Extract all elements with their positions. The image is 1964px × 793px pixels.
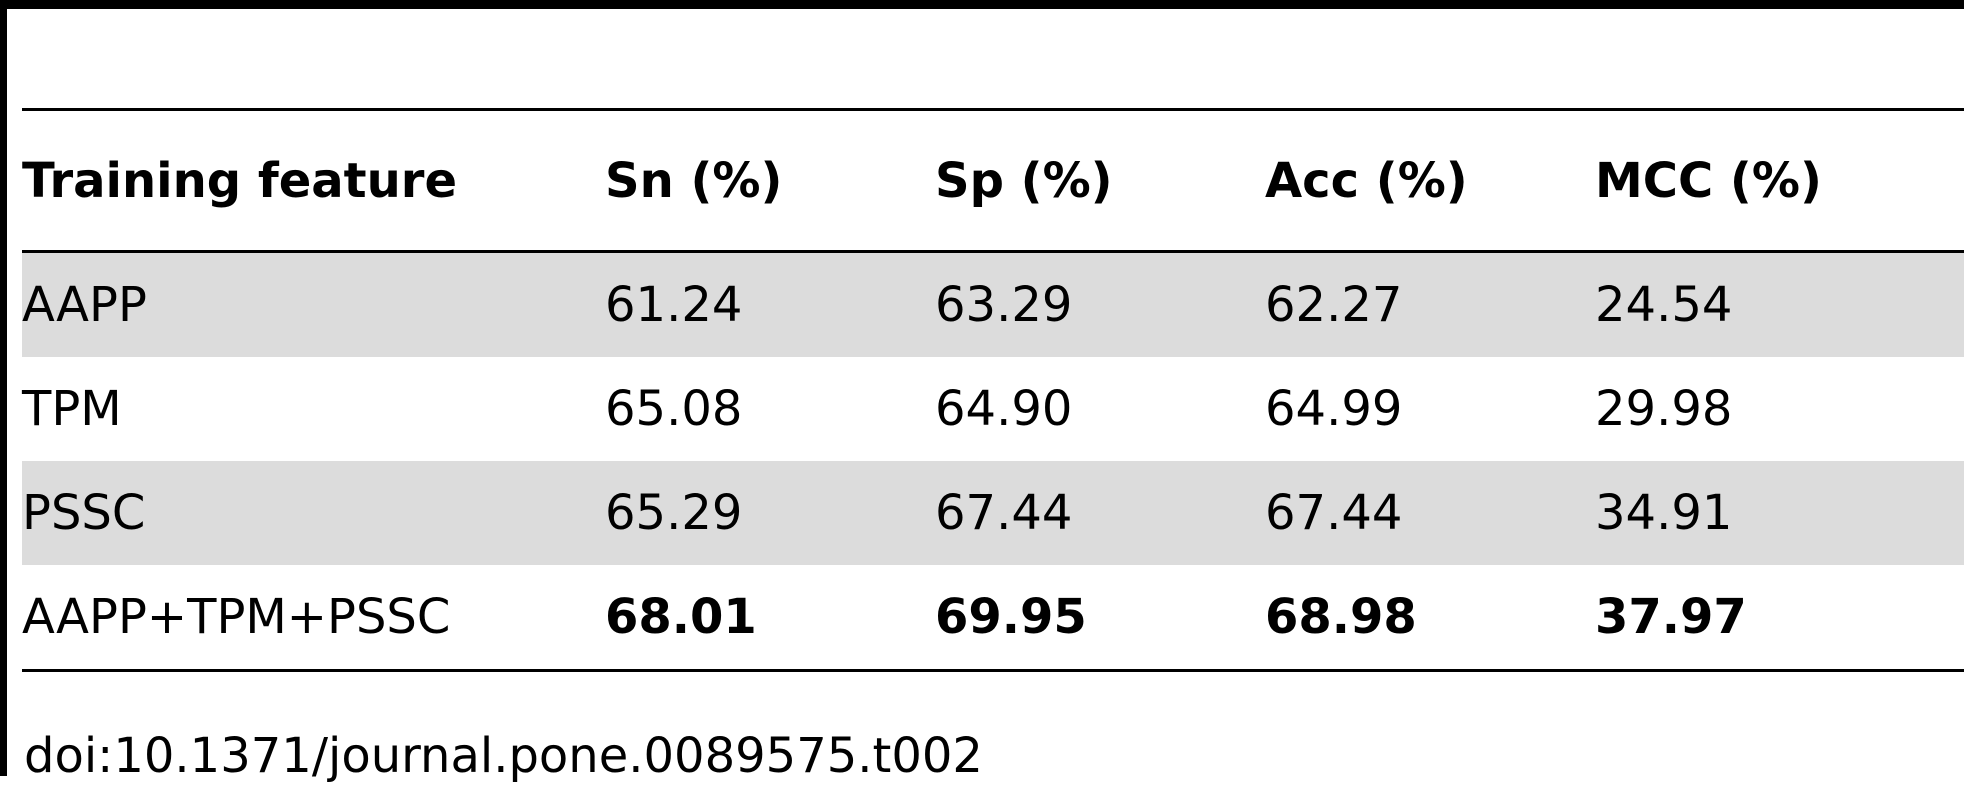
cell-acc: 62.27: [1265, 251, 1595, 357]
table-row: AAPP+TPM+PSSC 68.01 69.95 68.98 37.97: [22, 565, 1964, 671]
cell-feature: TPM: [22, 381, 122, 437]
table-row: AAPP 61.24 63.29 62.27 24.54: [22, 251, 1964, 357]
table-body: AAPP 61.24 63.29 62.27 24.54 TPM 65.08 6…: [22, 251, 1964, 671]
table-row: PSSC 65.29 67.44 67.44 34.91: [22, 461, 1964, 565]
cell-acc: 67.44: [1265, 461, 1595, 565]
cell-mcc: 24.54: [1595, 251, 1944, 357]
cell-feature: AAPP+TPM+PSSC: [22, 589, 451, 645]
results-table-container: Training feature Sn (%) Sp (%) Acc (%) M…: [22, 108, 1964, 672]
results-table: Training feature Sn (%) Sp (%) Acc (%) M…: [22, 108, 1964, 672]
header-spacer: [1944, 110, 1964, 252]
table-row: TPM 65.08 64.90 64.99 29.98: [22, 357, 1964, 461]
table-header: Training feature Sn (%) Sp (%) Acc (%) M…: [22, 109, 1964, 252]
left-border-rule: [0, 0, 7, 776]
cell-mcc: 37.97: [1595, 589, 1747, 645]
doi-link[interactable]: doi:10.1371/journal.pone.0089575.t002: [24, 728, 983, 784]
cell-mcc: 29.98: [1595, 381, 1733, 437]
cell-mcc: 34.91: [1595, 461, 1944, 565]
cell-spacer: [1944, 461, 1964, 565]
cell-sp: 63.29: [935, 251, 1265, 357]
cell-sp: 64.90: [935, 381, 1073, 437]
cell-spacer: [1944, 357, 1964, 461]
cell-sn: 65.29: [605, 461, 935, 565]
header-row: Training feature Sn (%) Sp (%) Acc (%) M…: [22, 109, 1964, 252]
cell-sp: 67.44: [935, 461, 1265, 565]
cell-acc: 68.98: [1265, 589, 1417, 645]
top-border-rule: [0, 0, 1964, 9]
cell-feature: AAPP: [22, 251, 605, 357]
cell-acc: 64.99: [1265, 381, 1403, 437]
header-sp: Sp (%): [935, 152, 1113, 209]
header-sn: Sn (%): [605, 152, 783, 209]
cell-sp: 69.95: [935, 589, 1087, 645]
header-mcc: MCC (%): [1595, 152, 1822, 209]
cell-spacer: [1944, 251, 1964, 357]
header-acc: Acc (%): [1265, 152, 1468, 209]
cell-spacer: [1944, 565, 1964, 671]
cell-feature: PSSC: [22, 461, 605, 565]
header-training-feature: Training feature: [22, 152, 458, 209]
cell-sn: 65.08: [605, 381, 743, 437]
cell-sn: 61.24: [605, 251, 935, 357]
cell-sn: 68.01: [605, 589, 757, 645]
